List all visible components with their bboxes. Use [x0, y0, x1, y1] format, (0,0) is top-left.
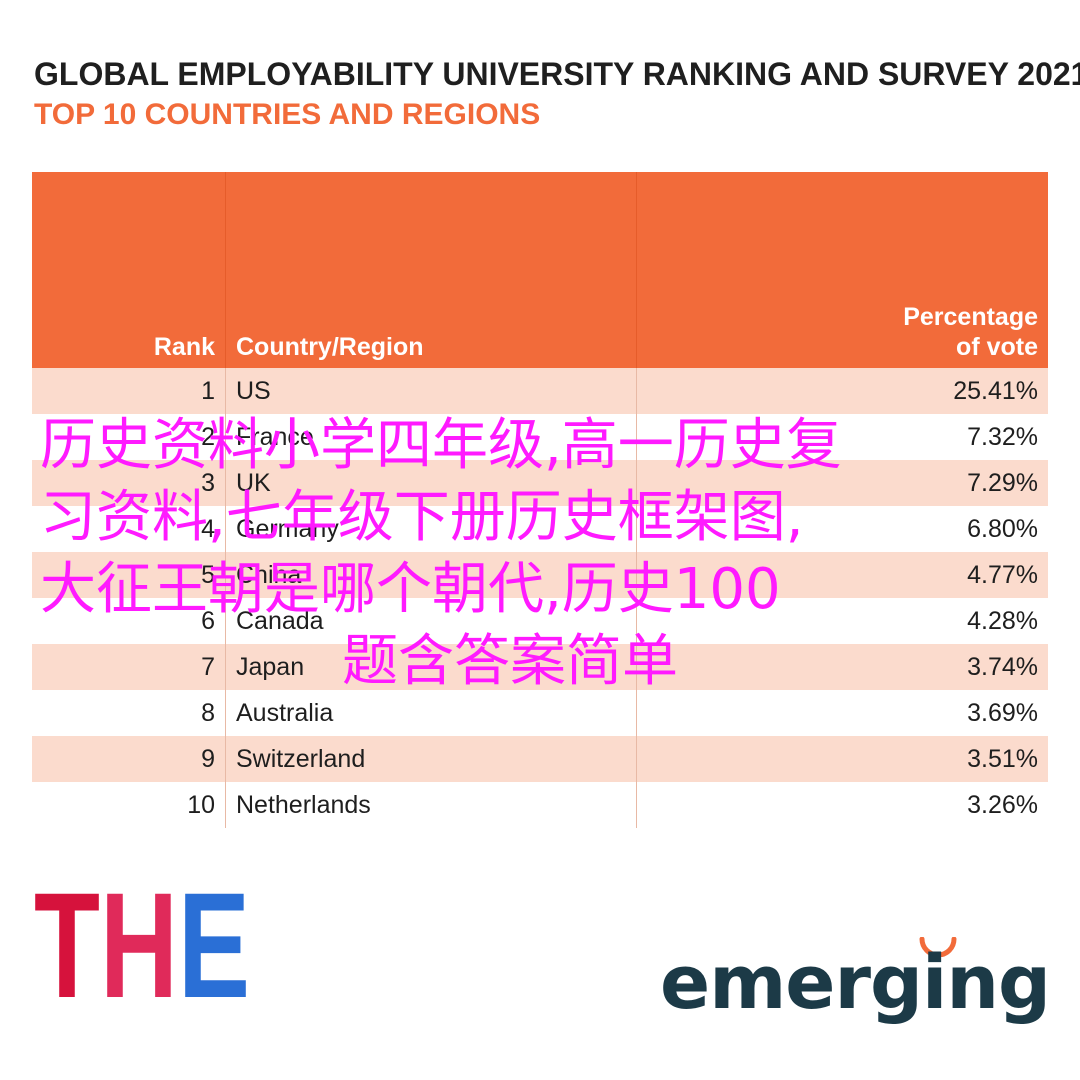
emerging-logo-mark	[919, 937, 957, 957]
cell-rank: 9	[32, 736, 226, 782]
table-body: 1 US 25.41% 2 France 7.32% 3 UK 7.29% 4 Germany 6.8…	[32, 368, 1048, 828]
watermark-overlay-text: 历史资料小学四年级,高一历史复 习资料,七年级下册历史框架图, 大征王朝是哪个朝…	[0, 410, 1080, 698]
header-rank: Rank	[32, 172, 226, 368]
cell-country: Germany	[226, 506, 637, 552]
cell-percentage: 6.80%	[967, 514, 1038, 543]
page-title: GLOBAL EMPLOYABILITY UNIVERSITY RANKING …	[34, 56, 1080, 92]
the-logo-letter: T	[34, 861, 100, 1029]
header-percentage: Percentage of vote	[637, 172, 1048, 368]
cell-rank: 2	[32, 414, 226, 460]
table-row: 8 Australia 3.69%	[32, 690, 1048, 736]
cell-country: France	[226, 414, 637, 460]
cell-rank: 4	[32, 506, 226, 552]
cell-country: Japan	[226, 644, 637, 690]
table-row: 6 Canada 4.28%	[32, 598, 1048, 644]
ranking-table: Rank Country/Region Percentage of vote 1…	[32, 172, 1048, 828]
header-country: Country/Region	[226, 172, 637, 368]
cell-percentage: 3.74%	[967, 652, 1038, 681]
overlay-line-1: 历史资料小学四年级,高一历史复	[40, 413, 842, 478]
cell-country: Australia	[226, 690, 637, 736]
the-logo-letter: E	[177, 861, 251, 1029]
cell-rank: 8	[32, 690, 226, 736]
overlay-line-2: 习资料,七年级下册历史框架图,	[40, 485, 804, 550]
table-row: 1 US 25.41%	[32, 368, 1048, 414]
cell-percentage: 3.26%	[967, 790, 1038, 819]
cell-percentage: 3.69%	[967, 698, 1038, 727]
header-percentage-line1: Percentage	[903, 303, 1038, 331]
table-row: 4 Germany 6.80%	[32, 506, 1048, 552]
the-logo-text: THE	[34, 861, 251, 1029]
page-subtitle: TOP 10 COUNTRIES AND REGIONS	[34, 98, 541, 131]
table-row: 3 UK 7.29%	[32, 460, 1048, 506]
cell-rank: 1	[32, 368, 226, 414]
cell-rank: 5	[32, 552, 226, 598]
table-header: Rank Country/Region Percentage of vote	[32, 172, 1048, 368]
cell-country: UK	[226, 460, 637, 506]
table-row: 10 Netherlands 3.26%	[32, 782, 1048, 828]
the-logo-letter: H	[99, 861, 178, 1029]
emerging-logo: emerging	[660, 940, 1051, 1026]
cell-percentage: 4.77%	[967, 560, 1038, 589]
cell-country: Netherlands	[226, 782, 637, 828]
cell-country: Switzerland	[226, 736, 637, 782]
table-row: 9 Switzerland 3.51%	[32, 736, 1048, 782]
table-row: 2 France 7.32%	[32, 414, 1048, 460]
cell-rank: 6	[32, 598, 226, 644]
cell-percentage: 25.41%	[953, 376, 1038, 405]
cell-percentage: 7.32%	[967, 422, 1038, 451]
cell-country: Canada	[226, 598, 637, 644]
cell-percentage: 7.29%	[967, 468, 1038, 497]
table-row: 7 Japan 3.74%	[32, 644, 1048, 690]
overlay-line-3: 大征王朝是哪个朝代,历史100	[40, 557, 781, 622]
cell-country: China	[226, 552, 637, 598]
cell-percentage: 3.51%	[967, 744, 1038, 773]
cell-rank: 7	[32, 644, 226, 690]
cell-country: US	[226, 368, 637, 414]
cell-rank: 10	[32, 782, 226, 828]
header-percentage-line2: of vote	[956, 333, 1038, 361]
cell-percentage: 4.28%	[967, 606, 1038, 635]
overlay-line-4: 题含答案简单	[342, 629, 678, 694]
table-row: 5 China 4.77%	[32, 552, 1048, 598]
cell-rank: 3	[32, 460, 226, 506]
the-logo: THE	[34, 861, 334, 1029]
